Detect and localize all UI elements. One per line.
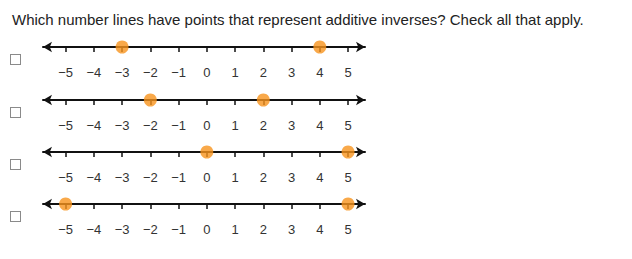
svg-text:2: 2 bbox=[260, 222, 267, 237]
svg-text:−3: −3 bbox=[115, 170, 130, 185]
svg-text:−4: −4 bbox=[86, 118, 101, 133]
svg-text:4: 4 bbox=[316, 222, 323, 237]
svg-text:−2: −2 bbox=[143, 65, 158, 80]
svg-text:0: 0 bbox=[203, 118, 210, 133]
svg-text:−5: −5 bbox=[58, 118, 73, 133]
svg-text:5: 5 bbox=[344, 65, 351, 80]
svg-text:5: 5 bbox=[344, 222, 351, 237]
svg-text:−5: −5 bbox=[58, 170, 73, 185]
svg-text:2: 2 bbox=[260, 170, 267, 185]
svg-text:5: 5 bbox=[344, 118, 351, 133]
svg-text:0: 0 bbox=[203, 170, 210, 185]
svg-text:1: 1 bbox=[231, 118, 238, 133]
svg-text:5: 5 bbox=[344, 170, 351, 185]
svg-text:−3: −3 bbox=[115, 118, 130, 133]
svg-text:4: 4 bbox=[316, 118, 323, 133]
svg-text:−1: −1 bbox=[171, 222, 186, 237]
svg-text:3: 3 bbox=[288, 118, 295, 133]
svg-text:0: 0 bbox=[203, 65, 210, 80]
svg-text:−3: −3 bbox=[115, 65, 130, 80]
svg-text:1: 1 bbox=[231, 222, 238, 237]
svg-text:−5: −5 bbox=[58, 65, 73, 80]
svg-text:−1: −1 bbox=[171, 118, 186, 133]
html-text:Which number lines have points: Which number lines have points that repr… bbox=[12, 11, 584, 28]
svg-text:−4: −4 bbox=[86, 222, 101, 237]
svg-text:−2: −2 bbox=[143, 170, 158, 185]
svg-text:0: 0 bbox=[203, 222, 210, 237]
svg-text:−4: −4 bbox=[86, 170, 101, 185]
svg-text:3: 3 bbox=[288, 170, 295, 185]
svg-text:−2: −2 bbox=[143, 118, 158, 133]
svg-text:−1: −1 bbox=[171, 65, 186, 80]
svg-text:2: 2 bbox=[260, 65, 267, 80]
svg-text:−2: −2 bbox=[143, 222, 158, 237]
svg-text:−3: −3 bbox=[115, 222, 130, 237]
svg-text:4: 4 bbox=[316, 170, 323, 185]
svg-text:−4: −4 bbox=[86, 65, 101, 80]
svg-text:4: 4 bbox=[316, 65, 323, 80]
svg-text:−1: −1 bbox=[171, 170, 186, 185]
svg-text:1: 1 bbox=[231, 65, 238, 80]
svg-text:3: 3 bbox=[288, 222, 295, 237]
svg-text:−5: −5 bbox=[58, 222, 73, 237]
svg-text:3: 3 bbox=[288, 65, 295, 80]
svg-text:1: 1 bbox=[231, 170, 238, 185]
svg-text:2: 2 bbox=[260, 118, 267, 133]
